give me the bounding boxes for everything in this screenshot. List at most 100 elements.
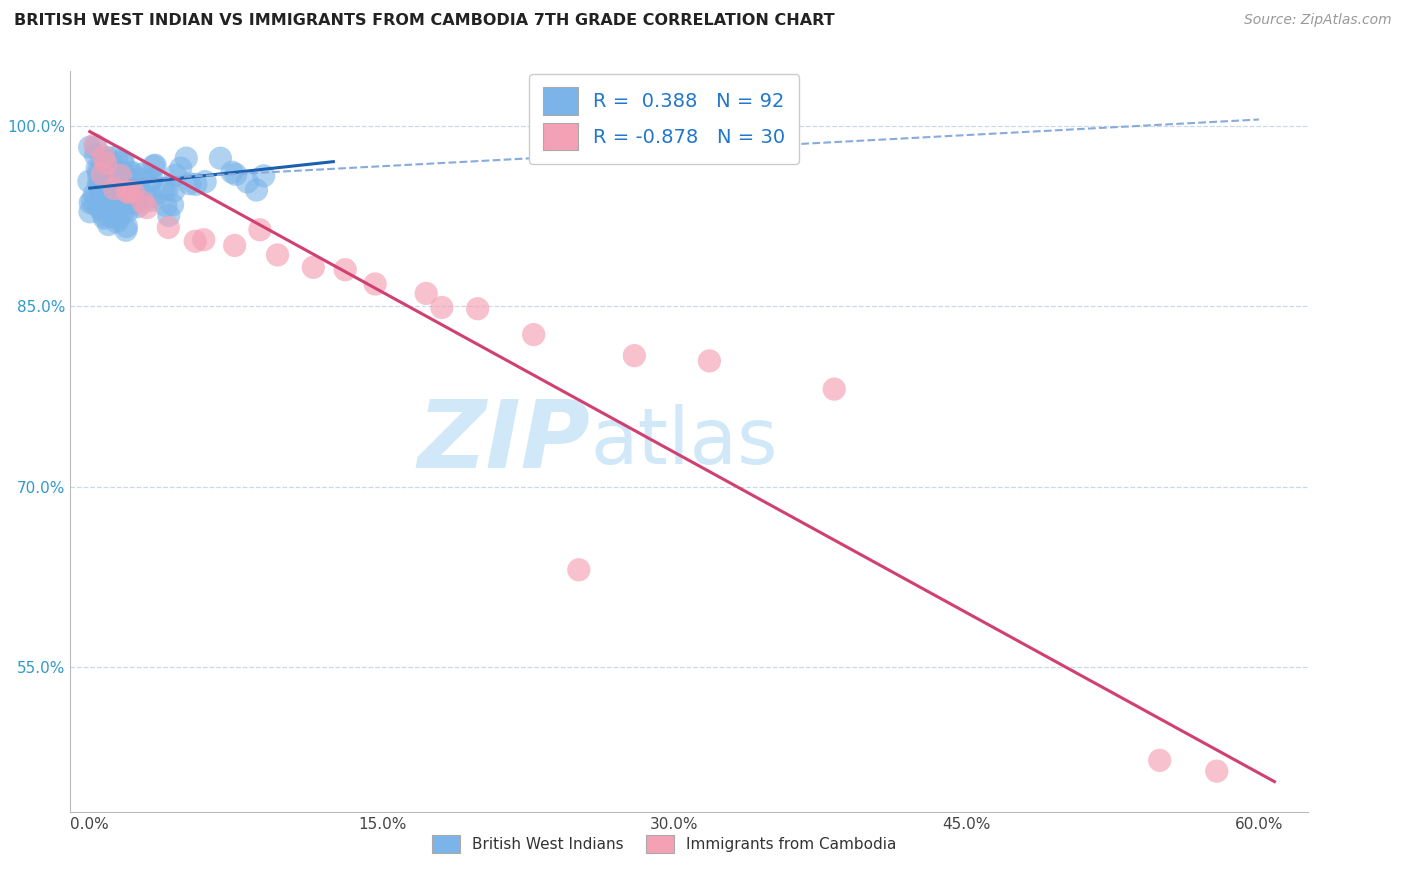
- Point: [122, 194, 145, 209]
- Point: [91, 160, 114, 174]
- Point: [84, 148, 107, 162]
- Point: [132, 195, 155, 210]
- Point: [103, 182, 125, 196]
- Point: [79, 204, 101, 219]
- Point: [143, 158, 166, 172]
- Point: [699, 354, 721, 368]
- Point: [79, 195, 101, 210]
- Point: [122, 185, 145, 199]
- Point: [170, 161, 193, 175]
- Point: [111, 183, 134, 197]
- Point: [364, 277, 387, 291]
- Text: ZIP: ZIP: [418, 395, 591, 488]
- Point: [245, 183, 267, 197]
- Point: [523, 327, 546, 342]
- Point: [104, 195, 127, 210]
- Point: [86, 161, 108, 176]
- Point: [104, 210, 127, 224]
- Point: [83, 187, 105, 202]
- Point: [96, 161, 118, 176]
- Point: [568, 563, 591, 577]
- Point: [823, 382, 845, 396]
- Point: [121, 165, 143, 179]
- Point: [142, 159, 165, 173]
- Point: [157, 209, 180, 223]
- Point: [141, 190, 163, 204]
- Point: [84, 197, 107, 211]
- Point: [249, 223, 271, 237]
- Point: [117, 172, 139, 186]
- Point: [93, 185, 115, 199]
- Point: [141, 172, 163, 186]
- Point: [90, 202, 112, 217]
- Point: [83, 137, 105, 152]
- Point: [111, 169, 134, 183]
- Point: [103, 178, 125, 192]
- Point: [87, 177, 110, 191]
- Point: [79, 140, 101, 154]
- Point: [112, 155, 135, 169]
- Point: [253, 169, 276, 183]
- Point: [335, 262, 357, 277]
- Point: [623, 349, 645, 363]
- Point: [266, 248, 288, 262]
- Point: [105, 169, 128, 183]
- Point: [1205, 764, 1227, 778]
- Point: [107, 212, 129, 227]
- Point: [467, 301, 489, 316]
- Text: Source: ZipAtlas.com: Source: ZipAtlas.com: [1244, 13, 1392, 28]
- Point: [124, 196, 146, 211]
- Text: atlas: atlas: [591, 403, 778, 480]
- Point: [430, 301, 453, 315]
- Point: [87, 164, 110, 178]
- Point: [94, 157, 117, 171]
- Point: [142, 193, 165, 207]
- Point: [132, 167, 155, 181]
- Point: [1149, 753, 1171, 767]
- Point: [93, 178, 115, 192]
- Point: [100, 155, 122, 169]
- Point: [115, 219, 138, 234]
- Point: [114, 198, 136, 212]
- Point: [155, 199, 177, 213]
- Point: [98, 195, 121, 210]
- Point: [110, 194, 132, 209]
- Point: [107, 184, 129, 198]
- Point: [97, 169, 120, 183]
- Point: [103, 193, 125, 207]
- Legend: British West Indians, Immigrants from Cambodia: British West Indians, Immigrants from Ca…: [426, 829, 903, 860]
- Point: [135, 201, 157, 215]
- Point: [128, 172, 150, 186]
- Point: [98, 158, 121, 172]
- Point: [111, 153, 134, 168]
- Point: [87, 178, 110, 193]
- Point: [128, 182, 150, 196]
- Point: [87, 169, 110, 183]
- Point: [100, 209, 122, 223]
- Point: [236, 175, 259, 189]
- Point: [194, 175, 217, 189]
- Point: [193, 233, 215, 247]
- Point: [84, 140, 107, 154]
- Text: BRITISH WEST INDIAN VS IMMIGRANTS FROM CAMBODIA 7TH GRADE CORRELATION CHART: BRITISH WEST INDIAN VS IMMIGRANTS FROM C…: [14, 13, 835, 29]
- Point: [162, 198, 184, 212]
- Point: [118, 171, 141, 186]
- Point: [157, 220, 180, 235]
- Point: [127, 200, 149, 214]
- Point: [105, 150, 128, 164]
- Point: [118, 189, 141, 203]
- Point: [139, 173, 162, 187]
- Point: [91, 193, 114, 207]
- Point: [153, 182, 176, 196]
- Point: [97, 218, 120, 232]
- Point: [110, 198, 132, 212]
- Point: [93, 209, 115, 223]
- Point: [163, 184, 186, 198]
- Point: [224, 238, 246, 252]
- Point: [415, 286, 437, 301]
- Point: [174, 151, 197, 165]
- Point: [111, 205, 134, 219]
- Point: [77, 174, 100, 188]
- Point: [93, 150, 115, 164]
- Point: [221, 165, 243, 179]
